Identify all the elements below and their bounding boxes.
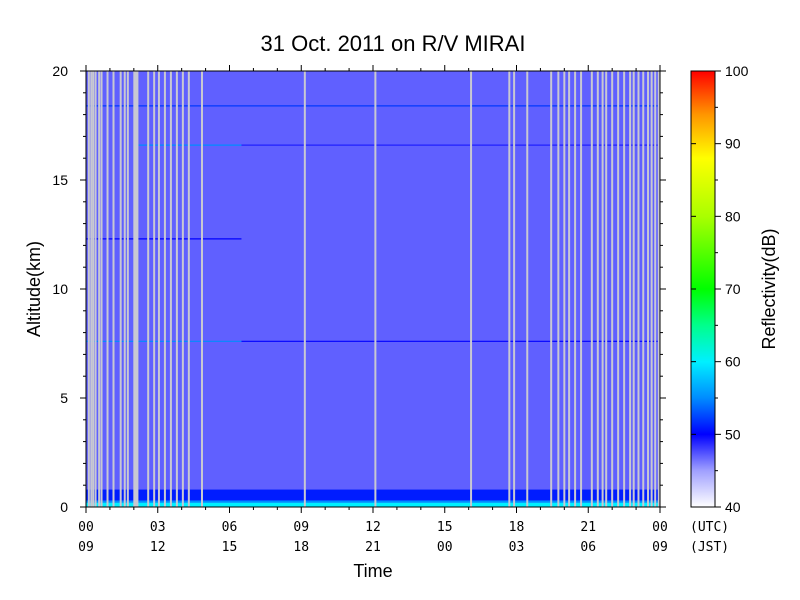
x-tick-label-utc: 00 bbox=[652, 520, 668, 535]
near-surface-layer bbox=[86, 500, 660, 503]
x-tick-label-utc: 18 bbox=[509, 520, 525, 535]
x-tick-label-utc: 09 bbox=[293, 520, 309, 535]
utc-unit-label: (UTC) bbox=[690, 520, 729, 535]
x-tick-label-utc: 06 bbox=[222, 520, 238, 535]
colorbar-tick-label: 60 bbox=[725, 354, 741, 370]
x-tick-label-jst: 09 bbox=[652, 540, 668, 555]
y-tick-label: 5 bbox=[60, 390, 68, 406]
y-tick-label: 0 bbox=[60, 499, 68, 515]
near-surface-layer bbox=[86, 489, 660, 501]
jst-unit-label: (JST) bbox=[690, 540, 729, 555]
x-axis-label: Time bbox=[353, 561, 392, 581]
plot-layers bbox=[86, 105, 660, 507]
x-tick-label-jst: 09 bbox=[78, 540, 94, 555]
x-tick-label-jst: 03 bbox=[509, 540, 525, 555]
near-surface-layer bbox=[86, 502, 660, 507]
colorbar-tick-label: 90 bbox=[725, 136, 741, 152]
colorbar-tick-label: 80 bbox=[725, 208, 741, 224]
x-tick-label-jst: 06 bbox=[580, 540, 596, 555]
axes: 0 5 10 15 20 00 09 03 12 06 15 09 18 12 21 15 00 18 03 21 06… bbox=[52, 63, 667, 555]
chart-title: 31 Oct. 2011 on R/V MIRAI bbox=[261, 31, 526, 56]
y-axis-label: Altitude(km) bbox=[24, 241, 44, 337]
colorbar-tick-label: 70 bbox=[725, 281, 741, 297]
x-tick-label-utc: 21 bbox=[580, 520, 596, 535]
colorbar-tick-label: 50 bbox=[725, 426, 741, 442]
x-tick-label-jst: 00 bbox=[437, 540, 453, 555]
plot-background bbox=[86, 71, 660, 507]
y-tick-label: 20 bbox=[52, 63, 68, 79]
colorbar-tick-label: 40 bbox=[725, 499, 741, 515]
x-tick-label-utc: 12 bbox=[365, 520, 381, 535]
x-tick-label-jst: 18 bbox=[293, 540, 309, 555]
x-tick-label-jst: 12 bbox=[150, 540, 166, 555]
colorbar-label: Reflectivity(dB) bbox=[759, 228, 779, 349]
missing-data-gaps bbox=[87, 71, 660, 507]
x-tick-label-utc: 00 bbox=[78, 520, 94, 535]
x-tick-label-utc: 03 bbox=[150, 520, 166, 535]
x-tick-label-jst: 15 bbox=[222, 540, 238, 555]
x-tick-label-jst: 21 bbox=[365, 540, 381, 555]
x-tick-label-utc: 15 bbox=[437, 520, 453, 535]
reflectivity-background bbox=[86, 71, 660, 507]
y-tick-label: 15 bbox=[52, 172, 68, 188]
y-tick-label: 10 bbox=[52, 281, 68, 297]
colorbar: 40 50 60 70 80 90 100 bbox=[690, 63, 749, 515]
colorbar-tick-label: 100 bbox=[725, 63, 749, 79]
